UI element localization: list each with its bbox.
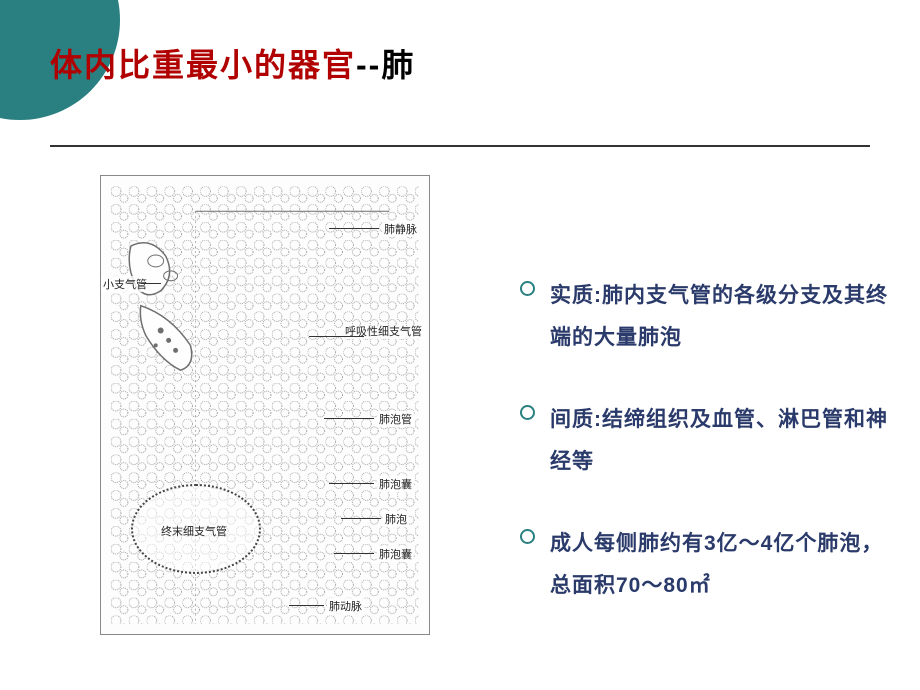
label-line-6 [341,518,381,519]
terminal-bronchiole-label: 终末细支气管 [161,523,227,539]
bullet-item: 实质:肺内支气管的各级分支及其终端的大量肺泡 [520,275,890,359]
bullet-marker-icon [520,529,535,544]
bullet-marker-icon [520,405,535,420]
bullet-marker-icon [520,281,535,296]
label-alveolar-sac: 肺泡囊 [377,476,414,492]
bullet-text: 实质:肺内支气管的各级分支及其终端的大量肺泡 [550,275,890,359]
bullet-text: 间质:结缔组织及血管、淋巴管和神经等 [550,399,890,483]
slide-title: 体内比重最小的器官--肺 [50,40,415,86]
label-line-1 [329,228,379,229]
label-alveolar-duct: 肺泡管 [377,411,414,427]
bullet-item: 成人每侧肺约有3亿～4亿个肺泡，总面积70～80㎡ [520,523,890,607]
label-alveolus: 肺泡 [383,511,409,527]
title-underline [50,145,870,147]
label-line-2 [141,283,161,284]
label-line-7 [334,553,374,554]
label-small-bronchus: 小支气管 [101,276,149,292]
label-respiratory-bronchiole: 呼吸性细支气管 [343,326,424,339]
lung-histology-diagram: 终末细支气管 肺静脉 小支气管 呼吸性细支气管 肺泡管 肺泡囊 肺泡 肺泡囊 肺… [100,175,430,635]
label-alveolar-sac-2: 肺泡囊 [377,546,414,562]
label-line-4 [324,418,374,419]
label-pulmonary-vein: 肺静脉 [382,221,419,237]
label-line-8 [289,605,324,606]
label-pulmonary-artery: 肺动脉 [327,598,364,614]
label-line-3 [309,336,364,337]
bullet-item: 间质:结缔组织及血管、淋巴管和神经等 [520,399,890,483]
content-bullet-list: 实质:肺内支气管的各级分支及其终端的大量肺泡 间质:结缔组织及血管、淋巴管和神经… [520,275,890,647]
label-line-5 [329,483,374,484]
bullet-text: 成人每侧肺约有3亿～4亿个肺泡，总面积70～80㎡ [550,523,890,607]
title-red-part: 体内比重最小的器官 [50,47,356,83]
title-black-part: --肺 [356,47,415,83]
